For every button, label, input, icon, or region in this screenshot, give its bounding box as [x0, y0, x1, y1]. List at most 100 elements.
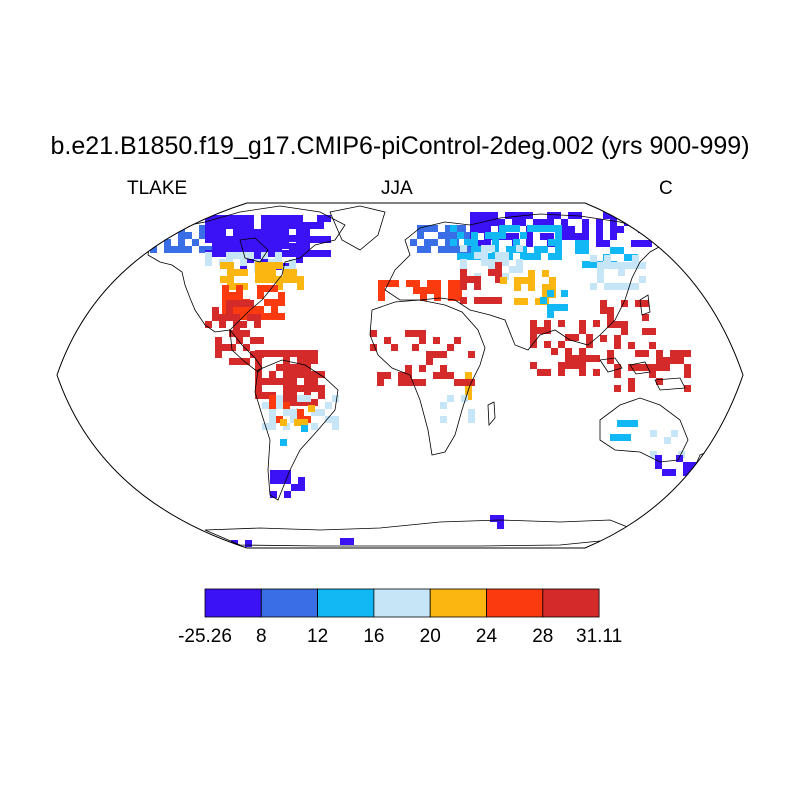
grid-cell — [276, 402, 283, 409]
grid-cell — [296, 222, 303, 229]
grid-cell — [420, 294, 427, 301]
grid-cell — [704, 455, 711, 462]
grid-cell — [656, 350, 663, 357]
grid-cell — [308, 405, 315, 412]
colorbar-box — [317, 588, 375, 618]
grid-cell — [215, 344, 222, 351]
grid-cell — [669, 469, 676, 476]
grid-cell — [226, 236, 233, 243]
grid-cell — [243, 313, 250, 320]
grid-cell — [642, 314, 649, 321]
grid-cell — [233, 222, 240, 229]
grid-cell — [690, 462, 697, 469]
grid-cell — [275, 243, 282, 250]
grid-cell — [282, 235, 289, 242]
grid-cell — [434, 294, 441, 301]
grid-cell — [254, 321, 261, 328]
grid-cell — [199, 232, 206, 239]
grid-cell — [565, 348, 572, 355]
grid-cell — [384, 372, 391, 379]
grid-cell — [377, 372, 384, 379]
grid-cell — [656, 378, 663, 385]
grid-cell — [247, 228, 254, 235]
grid-cell — [600, 307, 607, 314]
grid-cell — [241, 283, 248, 290]
grid-cell — [485, 232, 492, 239]
grid-cell — [471, 232, 478, 239]
grid-cell — [412, 379, 419, 386]
grid-cell — [519, 219, 526, 226]
grid-cell — [290, 409, 297, 416]
grid-cell — [467, 276, 474, 283]
grid-cell — [663, 357, 670, 364]
grid-cell — [527, 225, 534, 232]
grid-cell — [236, 292, 243, 299]
grid-cell — [405, 372, 412, 379]
grid-cell — [579, 327, 586, 334]
grid-cell — [392, 280, 399, 287]
grid-cell — [283, 276, 290, 283]
grid-cell — [540, 297, 547, 304]
grid-cell — [544, 369, 551, 376]
grid-cell — [233, 229, 240, 236]
grid-cell — [219, 250, 226, 257]
grid-cell — [491, 219, 498, 226]
grid-cell — [226, 252, 233, 259]
grid-cell — [512, 233, 519, 240]
grid-cell — [157, 232, 164, 239]
grid-cell — [185, 232, 192, 239]
grid-cell — [604, 283, 611, 290]
grid-cell — [311, 371, 318, 378]
grid-cell — [656, 364, 663, 371]
grid-cell — [624, 434, 631, 441]
grid-cell — [233, 215, 240, 222]
grid-cell — [586, 355, 593, 362]
grid-cell — [257, 292, 264, 299]
grid-cell — [217, 547, 224, 548]
grid-cell — [484, 212, 491, 219]
grid-cell — [512, 219, 519, 226]
grid-cell — [632, 262, 639, 269]
grid-cell — [311, 357, 318, 364]
grid-cell — [222, 306, 229, 313]
grid-cell — [607, 350, 614, 357]
grid-cell — [406, 280, 413, 287]
grid-cell — [631, 420, 638, 427]
grid-cell — [424, 246, 431, 253]
grid-cell — [433, 337, 440, 344]
grid-cell — [635, 350, 642, 357]
grid-cell — [596, 233, 603, 240]
grid-cell — [283, 392, 290, 399]
grid-cell — [296, 242, 303, 249]
grid-cell — [579, 362, 586, 369]
grid-cell — [614, 335, 621, 342]
grid-cell — [296, 229, 303, 236]
grid-cell — [290, 378, 297, 385]
grid-cell — [492, 232, 499, 239]
grid-cell — [631, 212, 638, 219]
grid-cell — [639, 276, 646, 283]
grid-cell — [554, 212, 561, 219]
grid-cell — [502, 259, 509, 266]
grid-cell — [413, 280, 420, 287]
grid-cell — [540, 233, 547, 240]
grid-cell — [460, 245, 467, 252]
grid-cell — [596, 240, 603, 247]
grid-cell — [514, 284, 521, 291]
grid-cell — [185, 246, 192, 253]
grid-cell — [541, 225, 548, 232]
grid-cell — [440, 402, 447, 409]
grid-cell — [212, 243, 219, 250]
grid-cell — [261, 256, 268, 263]
grid-cell — [290, 269, 297, 276]
grid-cell — [611, 283, 618, 290]
grid-cell — [325, 416, 332, 423]
grid-cell — [284, 470, 291, 477]
grid-cell — [240, 263, 247, 270]
grid-cell — [424, 239, 431, 246]
grid-cell — [558, 369, 565, 376]
colorbar-tick-label: 31.11 — [576, 626, 622, 647]
grid-cell — [683, 462, 690, 469]
grid-cell — [222, 344, 229, 351]
grid-cell — [614, 321, 621, 328]
